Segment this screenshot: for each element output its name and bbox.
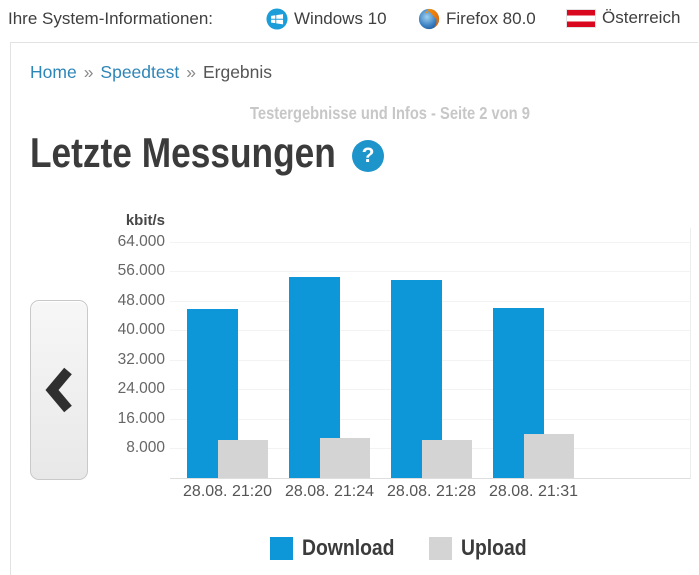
chevron-left-icon (43, 366, 75, 414)
previous-page-button[interactable] (30, 300, 88, 480)
page-title: Letzte Messungen (30, 129, 394, 177)
system-browser-item: Firefox 80.0 (418, 8, 536, 30)
upload-bar (218, 440, 268, 478)
system-os-text: Windows 10 (294, 9, 387, 28)
y-axis-unit-label: kbit/s (125, 212, 165, 229)
legend-label: Upload (461, 535, 527, 560)
system-country-item: Österreich (566, 8, 680, 28)
breadcrumb-link-home[interactable]: Home (30, 62, 77, 82)
system-browser-text: Firefox 80.0 (446, 9, 536, 28)
x-axis-labels: 28.08. 21:20 28.08. 21:24 28.08. 21:28 28.0… (170, 483, 690, 505)
y-tick-label: 32.000 (117, 350, 165, 368)
x-tick-label: 28.08. 21:31 (489, 483, 578, 500)
legend-swatch-upload (429, 536, 453, 560)
y-tick-label: 64.000 (117, 233, 165, 250)
gridline (170, 242, 690, 243)
y-tick-label: 24.000 (117, 380, 165, 398)
x-tick-label: 28.08. 21:24 (285, 483, 374, 500)
upload-bar (422, 440, 472, 478)
x-tick-label: 28.08. 21:20 (183, 483, 272, 500)
legend-item-download[interactable]: Download (270, 535, 407, 561)
breadcrumb: Home » Speedtest » Ergebnis (30, 62, 272, 83)
y-tick-label: 8.000 (126, 439, 165, 457)
chart-plot-area (170, 228, 691, 479)
y-tick-label: 16.000 (117, 409, 165, 427)
firefox-icon (418, 8, 440, 30)
page-subtitle: Testergebnisse und Infos - Seite 2 von 9 (250, 103, 583, 124)
breadcrumb-separator: » (83, 62, 94, 82)
y-tick-label: 56.000 (117, 262, 165, 280)
page-subtitle-text: Testergebnisse und Infos - Seite 2 von 9 (250, 103, 530, 123)
help-icon[interactable]: ? (352, 140, 384, 172)
upload-bar (320, 437, 370, 478)
content-panel (10, 42, 698, 575)
legend-label: Download (302, 535, 395, 560)
windows-icon (266, 8, 288, 30)
system-os-item: Windows 10 (266, 8, 387, 30)
y-tick-label: 48.000 (117, 291, 165, 309)
system-country-text: Österreich (602, 8, 681, 27)
x-tick-label: 28.08. 21:28 (387, 483, 476, 500)
page-title-text: Letzte Messungen (30, 129, 336, 176)
upload-bar (524, 434, 574, 478)
y-tick-label: 40.000 (117, 321, 165, 339)
gridline (170, 271, 690, 273)
legend-item-upload[interactable]: Upload (429, 535, 536, 561)
y-axis-ticks: 8.000 16.000 24.000 32.000 40.000 48.000 56.00… (88, 228, 165, 478)
legend-swatch-download (270, 536, 293, 560)
breadcrumb-current-page: Ergebnis (202, 62, 273, 82)
breadcrumb-separator: » (186, 62, 196, 82)
system-info-bar: Ihre System-Informationen: Windows 10 (0, 0, 699, 40)
system-info-label: Ihre System-Informationen: (8, 9, 214, 28)
austria-flag-icon (566, 8, 596, 28)
chart-legend: Download Upload (270, 535, 536, 561)
breadcrumb-link-speedtest[interactable]: Speedtest (100, 62, 180, 82)
